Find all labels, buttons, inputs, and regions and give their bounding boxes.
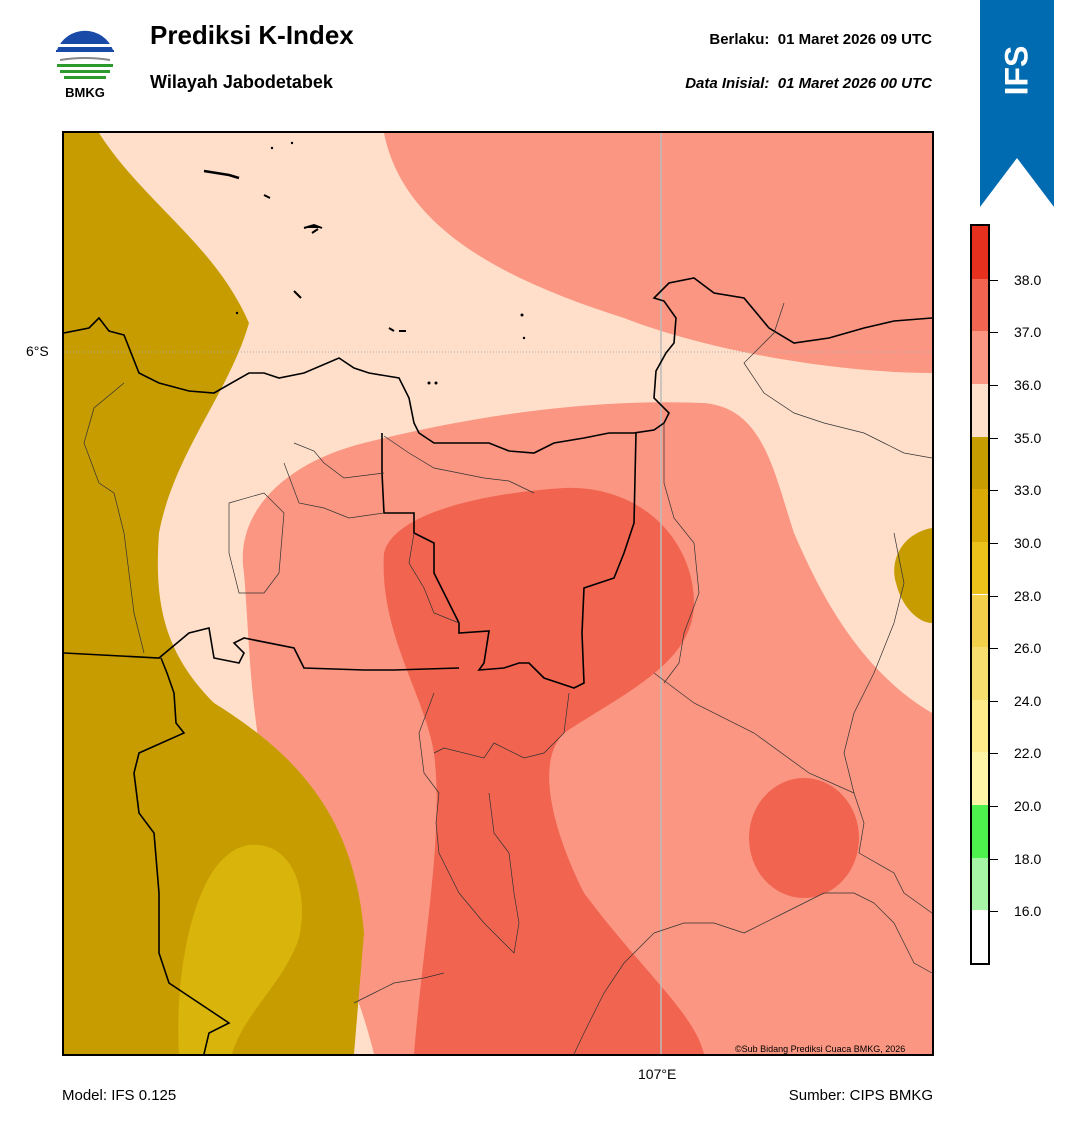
colorbar-segment [972,331,988,384]
colorbar-segment [972,278,988,332]
colorbar-tick-label: 26.0 [1014,640,1042,657]
colorbar-segment [972,541,988,595]
colorbar-segment [972,226,988,279]
colorbar-tick [990,753,998,755]
colorbar-tick-label: 28.0 [1014,587,1042,604]
colorbar-tick [990,595,998,597]
k-index-map [62,131,934,1056]
bmkg-logo-icon [55,24,115,84]
colorbar-segment [972,699,988,753]
colorbar-tick [990,858,998,860]
colorbar-segment [972,805,988,858]
colorbar-segment [972,647,988,700]
colorbar-tick [990,490,998,492]
init-label: Data Inisial: [685,75,770,92]
lat-label: 6°S [26,343,49,359]
colorbar-tick-label: 33.0 [1014,482,1042,499]
logo-text: BMKG [65,85,105,100]
source-label: Sumber: CIPS BMKG [788,1087,933,1104]
colorbar-tick-label: 22.0 [1014,745,1042,762]
page-title: Prediksi K-Index [150,20,354,50]
init-time: Data Inisial: 01 Maret 2026 00 UTC [685,75,932,92]
colorbar-tick [990,700,998,702]
colorbar-tick-label: 36.0 [1014,376,1042,393]
colorbar-tick [990,806,998,808]
init-value: 01 Maret 2026 00 UTC [777,75,932,92]
colorbar-tick-label: 20.0 [1014,798,1042,815]
page-subtitle: Wilayah Jabodetabek [150,72,333,92]
colorbar-tick [990,648,998,650]
ifs-ribbon [980,0,1054,207]
valid-value: 01 Maret 2026 09 UTC [777,31,932,48]
colorbar-tick-label: 24.0 [1014,692,1042,709]
colorbar-tick-label: 38.0 [1014,271,1042,288]
map-canvas [64,133,932,1054]
colorbar-tick [990,384,998,386]
valid-label: Berlaku: [709,31,770,48]
colorbar-tick-label: 16.0 [1014,903,1042,920]
colorbar [970,224,990,965]
colorbar-tick [990,437,998,439]
colorbar-tick [990,542,998,544]
colorbar-tick-label: 35.0 [1014,429,1042,446]
colorbar-segment [972,857,988,911]
lon-label: 107°E [638,1066,677,1082]
colorbar-segment [972,489,988,542]
colorbar-tick-label: 37.0 [1014,324,1042,341]
colorbar-tick [990,279,998,281]
colorbar-segment [972,752,988,806]
colorbar-segment [972,910,988,963]
ifs-ribbon-label: IFS [980,30,1054,110]
ifs-label: IFS [998,45,1035,95]
colorbar-tick-label: 30.0 [1014,534,1042,551]
colorbar-segment [972,436,988,490]
valid-time: Berlaku: 01 Maret 2026 09 UTC [709,31,932,48]
colorbar-segment [972,383,988,437]
copyright-text: ©Sub Bidang Prediksi Cuaca BMKG, 2026 [735,1044,906,1054]
colorbar-tick-label: 18.0 [1014,850,1042,867]
model-label: Model: IFS 0.125 [62,1087,177,1104]
colorbar-tick [990,332,998,334]
colorbar-tick [990,911,998,913]
colorbar-segment [972,594,988,648]
